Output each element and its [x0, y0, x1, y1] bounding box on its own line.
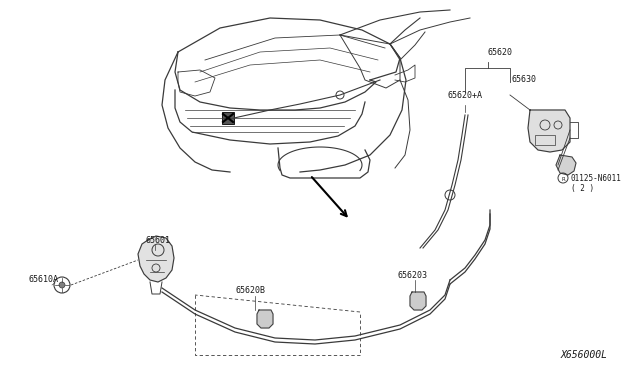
Polygon shape [556, 155, 576, 175]
Polygon shape [528, 110, 570, 152]
Polygon shape [138, 236, 174, 282]
Bar [222, 112, 234, 124]
Polygon shape [410, 292, 426, 310]
Text: R: R [561, 176, 565, 182]
Text: 01125-N6011: 01125-N6011 [571, 173, 622, 183]
Text: 656203: 656203 [398, 271, 428, 280]
Text: 65620B: 65620B [235, 286, 265, 295]
Text: 65601: 65601 [145, 236, 170, 245]
Circle shape [59, 282, 65, 288]
Text: ( 2 ): ( 2 ) [571, 183, 594, 192]
Text: 65620+A: 65620+A [448, 91, 483, 100]
Text: 65630: 65630 [512, 75, 537, 84]
Polygon shape [257, 310, 273, 328]
Bar [535, 135, 555, 145]
Text: X656000L: X656000L [561, 350, 608, 360]
Text: 65610A: 65610A [28, 276, 58, 285]
Text: 65620: 65620 [488, 48, 513, 57]
